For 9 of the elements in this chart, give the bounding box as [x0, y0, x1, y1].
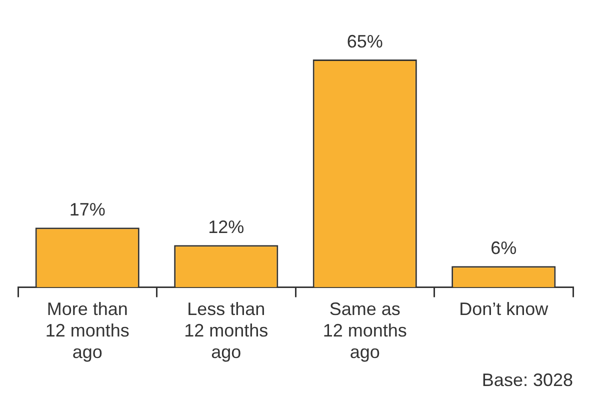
data-label: 65%	[346, 31, 383, 52]
data-label: 6%	[490, 238, 517, 258]
data-label: 12%	[208, 217, 244, 238]
x-tick-label: More than 12 months ago	[45, 298, 130, 362]
x-tick-label: Less than 12 months ago	[184, 298, 268, 362]
data-label: 17%	[69, 200, 106, 220]
x-tick-label: Same as 12 months ago	[322, 298, 407, 362]
text: Base: 3028	[482, 370, 573, 390]
x-tick-label: Don’t know	[459, 298, 550, 319]
